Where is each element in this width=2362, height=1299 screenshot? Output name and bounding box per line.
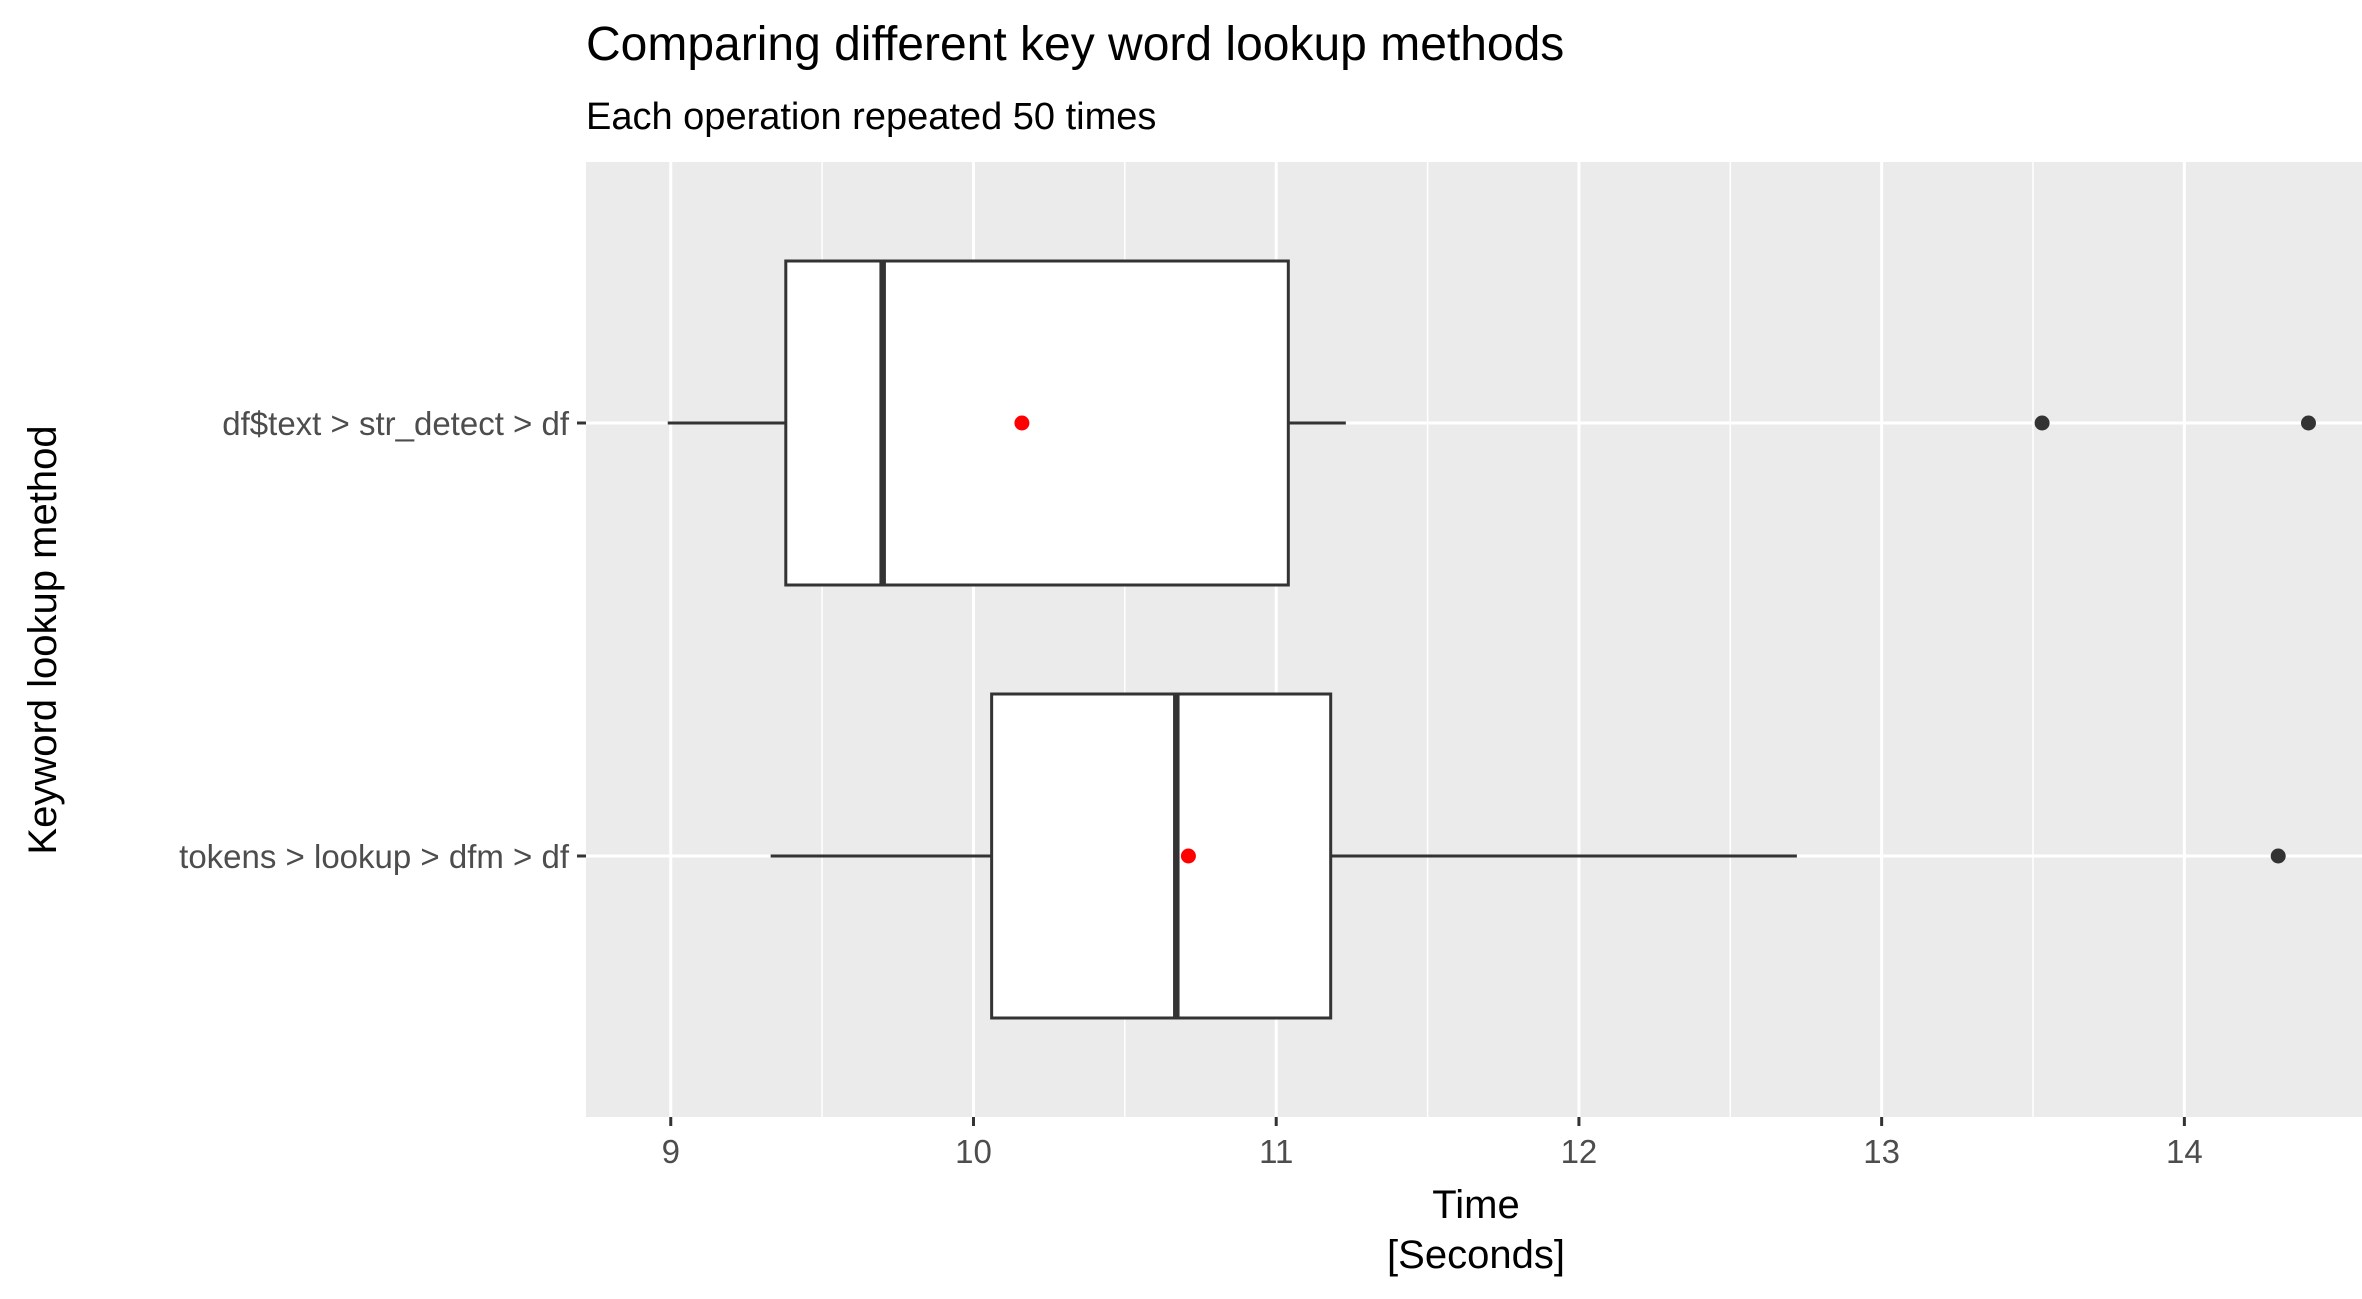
- y-tick-label: tokens > lookup > dfm > df: [179, 838, 570, 875]
- outlier-point: [2270, 848, 2286, 864]
- y-axis-title: Keyword lookup method: [21, 425, 65, 854]
- y-tick-label: df$text > str_detect > df: [222, 405, 570, 442]
- x-tick-label: 12: [1561, 1133, 1598, 1170]
- x-tick-label: 10: [955, 1133, 992, 1170]
- chart-subtitle: Each operation repeated 50 times: [586, 96, 1156, 138]
- x-axis-unit: [Seconds]: [1387, 1233, 1565, 1277]
- box-iqr: [990, 692, 1333, 1020]
- chart-title: Comparing different key word lookup meth…: [586, 18, 1564, 71]
- outlier-point: [2034, 415, 2050, 431]
- x-tick-label: 11: [1259, 1133, 1293, 1170]
- x-tick-label: 13: [1863, 1133, 1900, 1170]
- box-group: [770, 692, 2286, 1020]
- box-group: [667, 259, 2316, 587]
- x-tick-label: 14: [2166, 1133, 2203, 1170]
- mean-point: [1180, 848, 1196, 864]
- y-axis-ticks: df$text > str_detect > df tokens > lookup…: [179, 405, 586, 875]
- box-series: [667, 259, 2316, 1020]
- x-axis-ticks: 9 10 11 12 13 14: [662, 1117, 2203, 1170]
- outlier-point: [2300, 415, 2316, 431]
- x-axis-title: Time: [1432, 1183, 1519, 1227]
- box-iqr: [784, 259, 1290, 587]
- x-tick-label: 9: [662, 1133, 680, 1170]
- mean-point: [1014, 415, 1030, 431]
